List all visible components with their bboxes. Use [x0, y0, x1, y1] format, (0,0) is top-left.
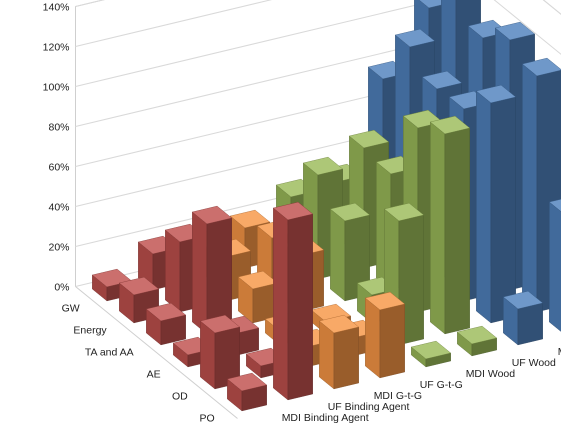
bar-top-face [191, 205, 233, 225]
bar-right-face [287, 213, 313, 401]
bar-left-face [165, 229, 181, 313]
bar-top-face [475, 84, 517, 104]
bar-top-face [429, 115, 471, 135]
bar-left-face [522, 63, 538, 313]
bar-top-face [318, 314, 360, 334]
bar-top-face [364, 291, 406, 311]
series-label: MDI Binding Agent [282, 412, 369, 424]
series-label: UF Binding Agent [328, 401, 410, 413]
bar-top-face [421, 70, 463, 90]
chart-labels: 0% 20% 40% 60% 80% 100% 120% 140% GW Energy TA and… [43, 2, 561, 425]
category-label: AE [147, 369, 161, 381]
bar-top-face [226, 372, 268, 392]
bar [548, 199, 561, 332]
bar [272, 201, 314, 401]
y-tick-label: 0% [54, 282, 69, 294]
bar-left-face [192, 211, 208, 335]
y-tick-label: 140% [43, 2, 70, 14]
bar-top-face [272, 201, 314, 221]
bar-top-face [502, 290, 544, 310]
bar-right-face [517, 302, 543, 346]
bar [145, 302, 187, 346]
category-label: TA and AA [85, 347, 134, 359]
bar-top-face [199, 314, 241, 334]
bar [237, 270, 279, 324]
chart-bars [91, 0, 561, 412]
category-label: Energy [73, 325, 107, 337]
bar [456, 325, 498, 357]
bar-top-face [145, 302, 187, 322]
bar [410, 340, 452, 368]
bar [191, 205, 233, 335]
series-label: UF Wood [512, 357, 556, 369]
y-tick-label: 20% [48, 242, 69, 254]
bar-left-face [273, 207, 289, 401]
bar-left-face [476, 90, 492, 324]
bar-top-face [302, 156, 344, 176]
bar-top-face [329, 202, 371, 222]
y-tick-label: 40% [48, 202, 69, 214]
bar [475, 84, 517, 324]
category-label: OD [172, 391, 188, 403]
bar-top-face [410, 340, 452, 360]
bar-right-face [379, 303, 405, 379]
bar-top-face [229, 209, 271, 229]
category-label: GW [62, 303, 80, 315]
gridline [75, 0, 561, 55]
bar [429, 115, 471, 335]
bar [118, 276, 160, 324]
bar [199, 314, 241, 390]
bar-top-face [456, 325, 498, 345]
gridline [75, 0, 561, 15]
bar [329, 202, 371, 302]
bar [502, 290, 544, 346]
bar-top-face [548, 199, 561, 212]
category-label: PO [200, 413, 215, 425]
y-tick-label: 80% [48, 122, 69, 134]
bar-top-face [521, 57, 561, 77]
bar [226, 372, 268, 412]
series-label: MDI Total [558, 346, 561, 358]
series-label: UF G-t-G [420, 379, 463, 391]
bar-top-face [494, 21, 536, 41]
y-tick-label: 120% [43, 42, 70, 54]
bar [318, 314, 360, 390]
series-label: MDI G-t-G [374, 390, 422, 402]
bar-left-face [549, 201, 561, 332]
bar-right-face [333, 326, 359, 390]
bar-right-face [444, 127, 470, 335]
y-tick-label: 60% [48, 162, 69, 174]
bar-top-face [394, 28, 436, 48]
series-label: MDI Wood [466, 368, 516, 380]
bar-left-face [365, 297, 381, 379]
bar-right-face [490, 96, 516, 324]
bar-top-face [118, 276, 160, 296]
bar-top-face [383, 202, 425, 222]
y-tick-label: 100% [43, 82, 70, 94]
bar-left-face [430, 121, 446, 335]
bar-left-face [330, 208, 346, 302]
bar-top-face [348, 129, 390, 149]
bar [364, 291, 406, 379]
